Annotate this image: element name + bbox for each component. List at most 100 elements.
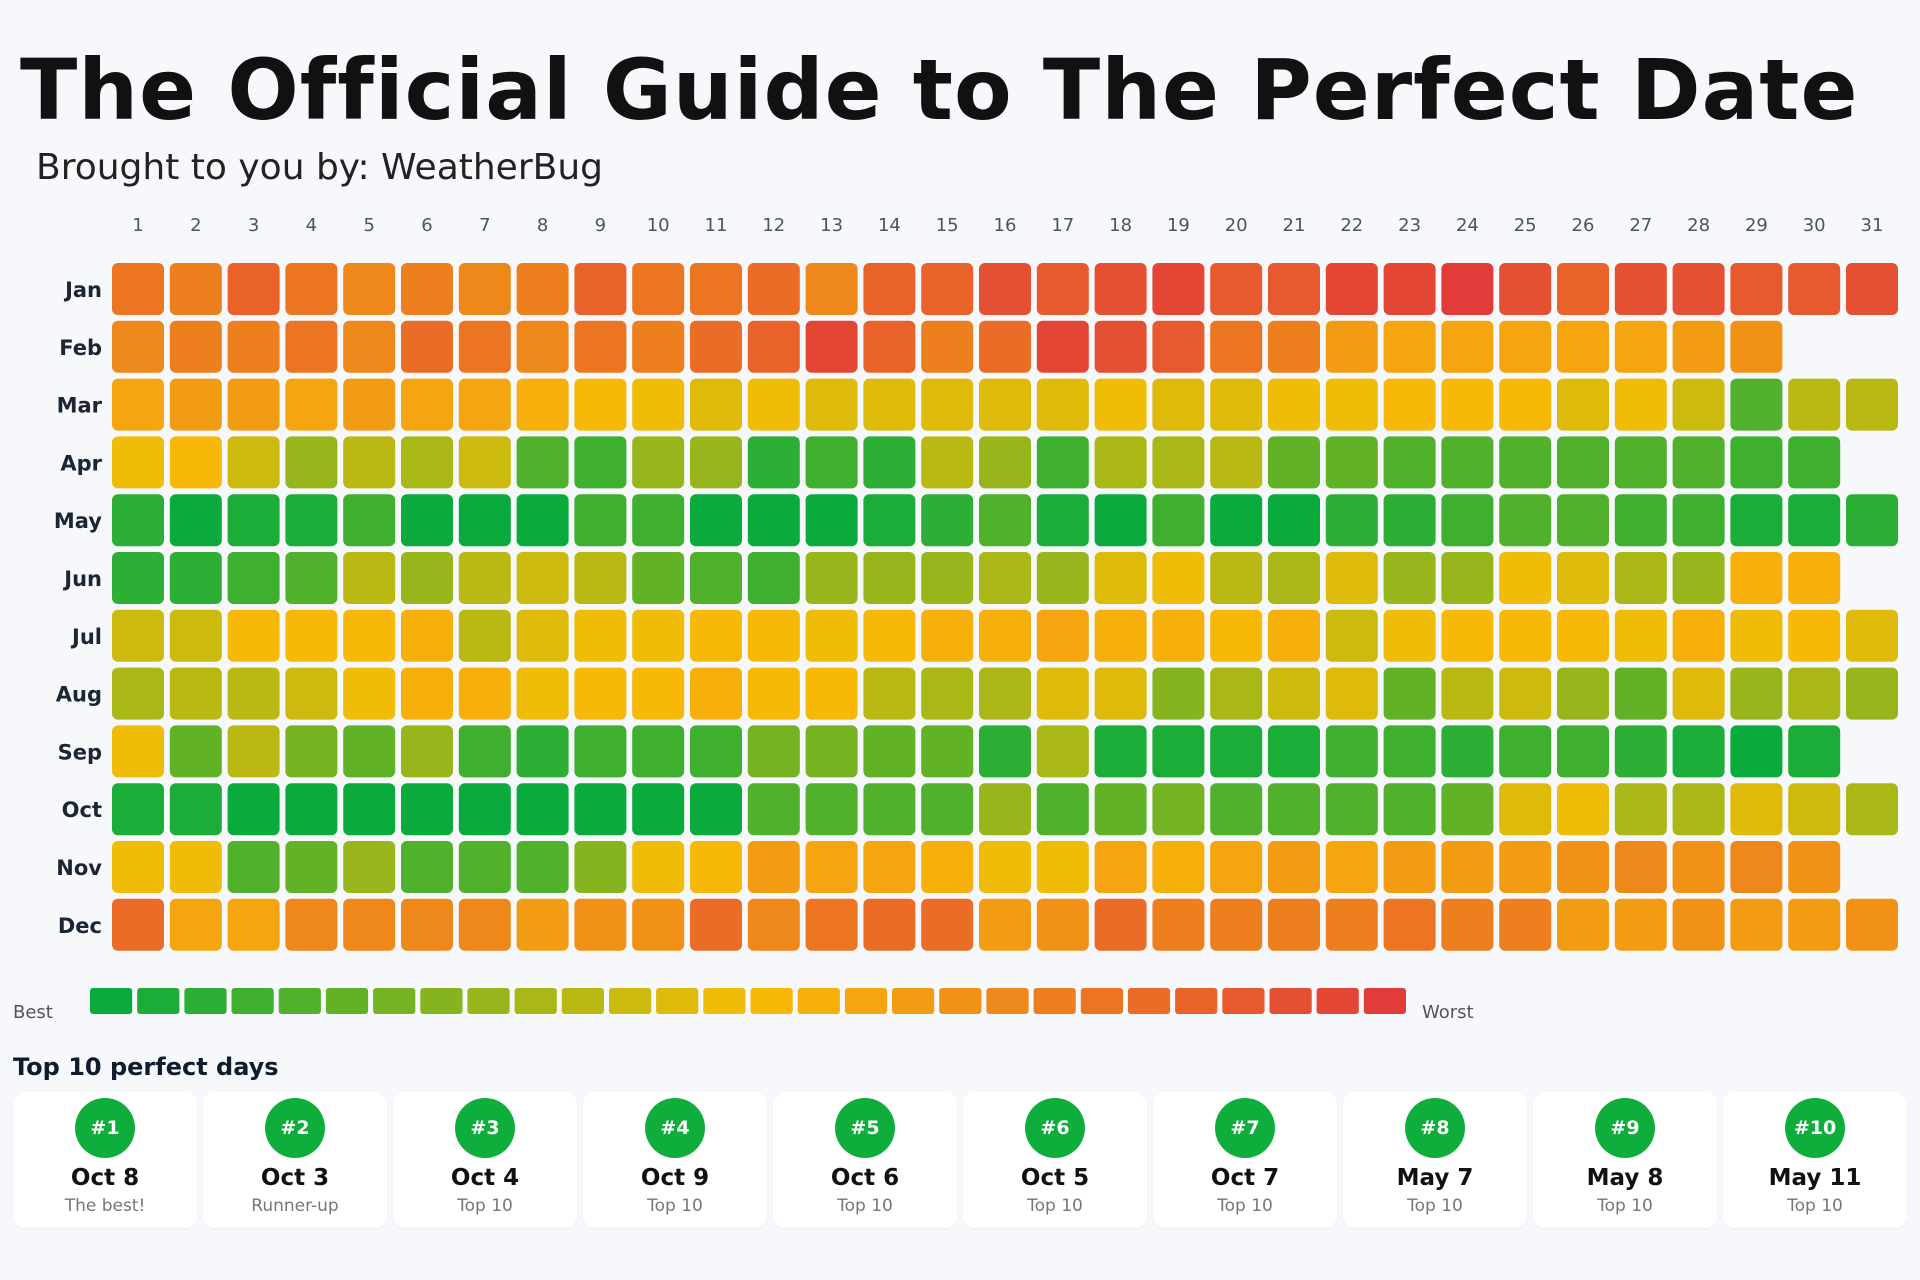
heatmap-cell: [1210, 263, 1263, 315]
heatmap-cell: [227, 320, 280, 373]
heatmap-cell: [1094, 378, 1147, 431]
heatmap-cell: [747, 725, 800, 778]
heatmap-cell: [747, 436, 800, 489]
heatmap-cell: [1730, 320, 1783, 373]
heatmap-cell: [1614, 320, 1667, 373]
heatmap-cell: [1557, 667, 1609, 720]
heatmap-cell: [1499, 667, 1552, 720]
heatmap-cell: [921, 552, 974, 604]
heatmap-cell: [921, 320, 974, 373]
heatmap-cell: [1036, 494, 1089, 547]
top-day-note: Top 10: [1597, 1196, 1653, 1216]
heatmap-cell: [1730, 552, 1783, 604]
heatmap-cell: [1210, 898, 1263, 951]
top-day-note: Top 10: [837, 1196, 893, 1216]
heatmap-cell: [863, 494, 916, 547]
legend-swatch: [420, 988, 463, 1014]
day-label: 21: [1283, 215, 1306, 236]
day-label: 14: [878, 215, 901, 236]
heatmap-cell: [169, 783, 222, 836]
legend-swatch: [656, 988, 699, 1014]
heatmap-cell: [921, 725, 974, 778]
heatmap-cell: [458, 898, 511, 951]
heatmap-cell: [632, 609, 685, 662]
heatmap-cell: [1614, 436, 1667, 489]
heatmap-cell: [1152, 667, 1205, 720]
heatmap-cell: [1788, 783, 1841, 836]
heatmap-cell: [1441, 609, 1494, 662]
heatmap-cell: [863, 552, 916, 604]
heatmap-cell: [1730, 667, 1783, 720]
heatmap-cell: [458, 783, 511, 836]
heatmap-cell: [747, 320, 800, 373]
legend-swatch: [939, 988, 982, 1014]
heatmap-cell: [516, 378, 569, 431]
heatmap-cell: [574, 609, 627, 662]
heatmap-cell: [921, 378, 974, 431]
heatmap-cell: [979, 263, 1031, 315]
heatmap-cell: [1730, 783, 1783, 836]
heatmap-cell: [1325, 436, 1378, 489]
heatmap-cell: [1383, 378, 1436, 431]
heatmap-cell: [574, 320, 627, 373]
heatmap-cell: [112, 783, 164, 836]
heatmap-cell: [1094, 898, 1147, 951]
heatmap-cell: [1499, 263, 1552, 315]
heatmap-cell: [285, 263, 338, 315]
heatmap-cell: [1325, 898, 1378, 951]
heatmap-cell: [1788, 841, 1841, 893]
rank-badge: #9: [1595, 1098, 1655, 1158]
top-day-card: #7 Oct 7 Top 10: [1153, 1092, 1337, 1228]
heatmap-cell: [112, 436, 164, 489]
heatmap-cell: [805, 725, 858, 778]
heatmap-cell: [1094, 436, 1147, 489]
heatmap-cell: [979, 436, 1031, 489]
heatmap-cell: [343, 667, 396, 720]
legend-swatch: [1080, 988, 1123, 1014]
heatmap-cell: [285, 667, 338, 720]
heatmap-cell: [1210, 436, 1263, 489]
heatmap-cell: [1383, 783, 1436, 836]
top-day-date: Oct 3: [260, 1165, 330, 1191]
heatmap-cell: [979, 609, 1031, 662]
heatmap-cell: [1730, 841, 1783, 893]
top-day-card: #10 May 11 Top 10: [1723, 1092, 1907, 1228]
heatmap-cell: [343, 725, 396, 778]
heatmap-cell: [574, 494, 627, 547]
heatmap-cell: [1441, 552, 1494, 604]
top-day-note: Top 10: [1787, 1196, 1843, 1216]
heatmap-cell: [632, 378, 685, 431]
legend-swatch: [892, 988, 935, 1014]
heatmap-cell: [401, 378, 453, 431]
rank-badge: #4: [645, 1098, 705, 1158]
heatmap-cell: [401, 436, 453, 489]
heatmap-cell: [1557, 378, 1609, 431]
heatmap-cell: [1152, 898, 1205, 951]
heatmap-cell: [747, 263, 800, 315]
heatmap-cell: [574, 725, 627, 778]
heatmap-cell: [1614, 725, 1667, 778]
heatmap-cell: [1614, 378, 1667, 431]
day-label: 26: [1572, 215, 1595, 236]
heatmap-cell: [1094, 609, 1147, 662]
month-label: Apr: [60, 451, 102, 475]
legend-swatch: [609, 988, 652, 1014]
heatmap-cell: [632, 667, 685, 720]
heatmap-cell: [1499, 436, 1552, 489]
heatmap-cell: [979, 320, 1031, 373]
heatmap-cell: [1672, 378, 1725, 431]
legend-swatch: [231, 988, 274, 1014]
heatmap-cell: [1268, 263, 1320, 315]
heatmap-cell: [1614, 898, 1667, 951]
heatmap-cell: [401, 320, 453, 373]
page-title: The Official Guide to The Perfect Date: [20, 41, 1859, 139]
heatmap-cell: [1325, 783, 1378, 836]
heatmap-cell: [1557, 436, 1609, 489]
top-day-date: Oct 4: [450, 1165, 520, 1191]
heatmap-cell: [690, 667, 742, 720]
heatmap-cell: [401, 667, 453, 720]
heatmap-cell: [574, 667, 627, 720]
top-day-note: Top 10: [647, 1196, 703, 1216]
month-label: Jul: [70, 625, 102, 649]
heatmap-cell: [1210, 725, 1263, 778]
